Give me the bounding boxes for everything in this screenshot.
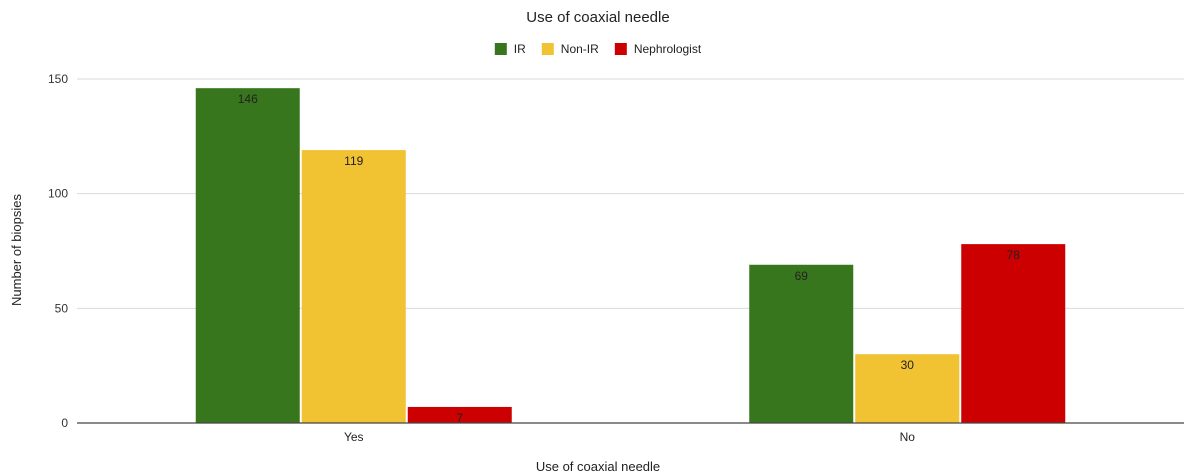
legend-item: Non-IR — [541, 42, 599, 56]
x-axis-label: Use of coaxial needle — [536, 459, 660, 474]
y-axis-ticks: 0 50 100 150 — [48, 72, 68, 430]
y-tick-label: 100 — [48, 187, 68, 201]
data-label: 7 — [456, 411, 463, 425]
bars — [195, 88, 1066, 424]
bar-nephrologist-yes — [407, 406, 512, 423]
legend-swatch — [541, 43, 554, 55]
data-label: 146 — [238, 92, 258, 106]
data-label: 30 — [901, 358, 915, 372]
legend-item: Nephrologist — [614, 42, 702, 56]
bar-non-ir-no — [855, 354, 960, 423]
x-category-label: No — [900, 430, 916, 444]
bar-non-ir-yes — [301, 150, 406, 424]
x-category-label: Yes — [344, 430, 364, 444]
legend-swatch — [494, 43, 507, 55]
y-tick-label: 0 — [61, 416, 68, 430]
data-label: 78 — [1007, 248, 1021, 262]
legend: IR Non-IR Nephrologist — [494, 42, 702, 56]
chart-title: Use of coaxial needle — [526, 9, 669, 26]
y-tick-label: 50 — [55, 301, 69, 315]
legend-label: Non-IR — [561, 42, 599, 56]
legend-item: IR — [494, 42, 526, 56]
data-labels: 146 119 7 69 30 78 — [238, 92, 1021, 425]
data-label: 119 — [344, 154, 363, 168]
legend-label: IR — [514, 42, 526, 56]
legend-swatch — [614, 43, 627, 55]
data-label: 69 — [795, 269, 809, 283]
bar-nephrologist-no — [961, 244, 1066, 423]
y-tick-label: 150 — [48, 72, 68, 86]
bar-ir-no — [749, 264, 854, 423]
y-axis-label: Number of biopsies — [9, 194, 24, 306]
x-axis-categories: Yes No — [344, 430, 915, 444]
legend-label: Nephrologist — [634, 42, 702, 56]
bar-ir-yes — [195, 88, 300, 423]
